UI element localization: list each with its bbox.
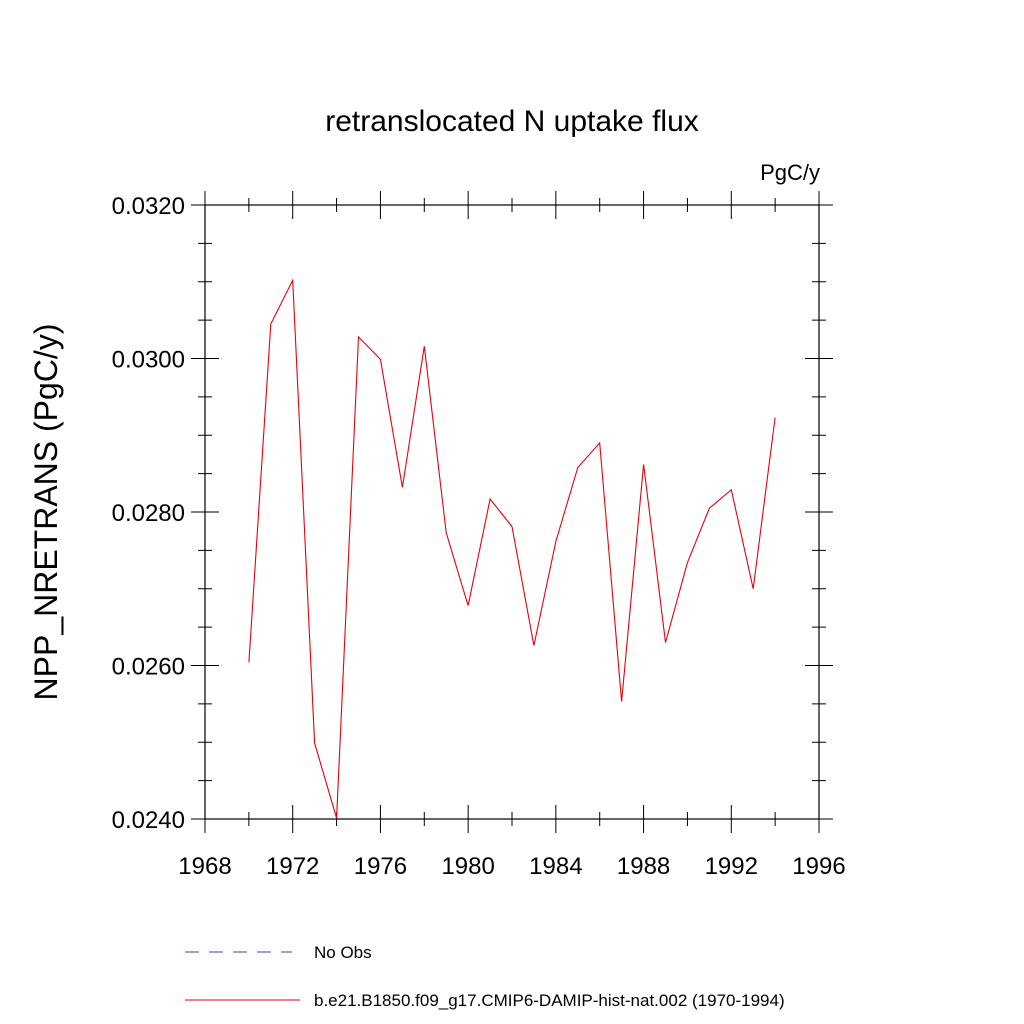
x-tick-label: 1968 [178, 853, 231, 880]
legend-label: b.e21.B1850.f09_g17.CMIP6-DAMIP-hist-nat… [314, 991, 785, 1010]
legend-label: No Obs [314, 943, 372, 962]
x-tick-label: 1988 [617, 853, 670, 880]
series-line [248, 278, 776, 819]
x-tick-label: 1996 [792, 853, 845, 880]
units-label: PgC/y [760, 160, 820, 185]
y-tick-label: 0.0320 [112, 193, 185, 220]
axis-tick-labels: 1968 1972 1976 1980 1984 1988 1992 1996 0.0240 0.… [112, 193, 846, 880]
x-tick-label: 1984 [529, 853, 582, 880]
y-tick-label: 0.0280 [112, 500, 185, 527]
series-group [248, 278, 776, 819]
plot-frame [204, 204, 820, 820]
legend: No Obs b.e21.B1850.f09_g17.CMIP6-DAMIP-hi… [185, 943, 785, 1010]
x-tick-label: 1992 [705, 853, 758, 880]
x-tick-label: 1972 [266, 853, 319, 880]
y-tick-label: 0.0300 [112, 347, 185, 374]
chart-title: retranslocated N uptake flux [325, 105, 699, 138]
axis-ticks [191, 191, 833, 833]
x-tick-label: 1980 [441, 853, 494, 880]
x-tick-label: 1976 [354, 853, 407, 880]
y-axis-label: NPP_NRETRANS (PgC/y) [28, 324, 64, 701]
y-tick-label: 0.0260 [112, 654, 185, 681]
y-tick-label: 0.0240 [112, 807, 185, 834]
